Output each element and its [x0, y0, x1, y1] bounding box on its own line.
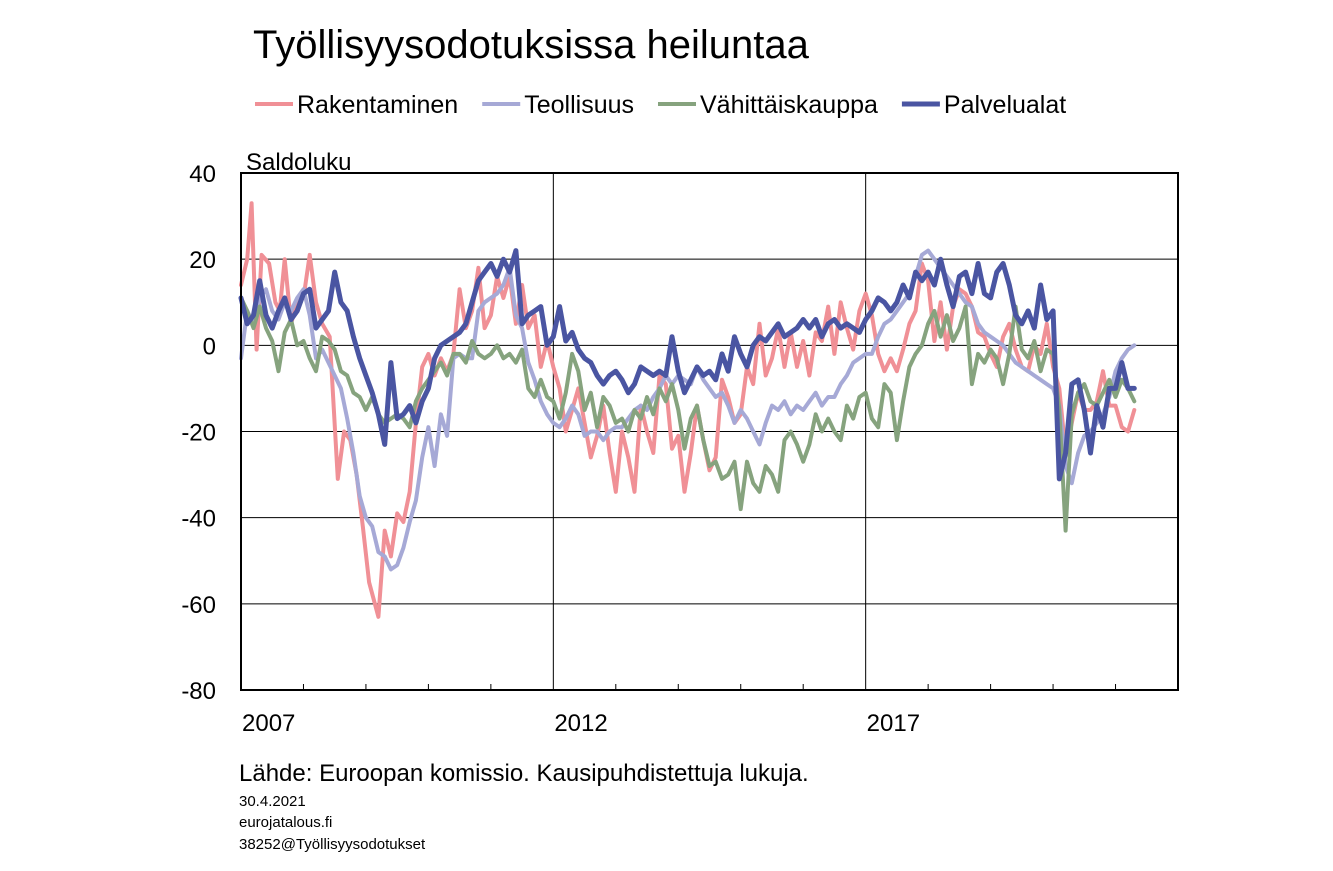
- y-tick-label: -80: [181, 678, 216, 705]
- y-tick-label: -40: [181, 506, 216, 533]
- y-tick-label: 40: [189, 161, 216, 188]
- x-axis-tick-labels: 2007 2012 2017: [242, 710, 920, 737]
- chart-id: 38252@Työllisyysodotukset: [239, 836, 426, 853]
- publish-date: 30.4.2021: [239, 793, 306, 810]
- legend-item: Palvelualat: [901, 91, 1066, 119]
- x-tick-label: 2007: [242, 710, 295, 737]
- series-line-palvelualat: [238, 248, 1137, 482]
- series-line-vähittäiskauppa: [239, 295, 1137, 533]
- chart-title: Työllisyysodotuksissa heiluntaa: [253, 23, 810, 67]
- series-line-rakentaminen: [239, 201, 1137, 619]
- y-tick-label: -60: [181, 592, 216, 619]
- x-tick-label: 2012: [554, 710, 607, 737]
- series-layer: [238, 201, 1137, 619]
- y-axis-tick-labels: 40 20 0 -20 -40 -60 -80: [181, 161, 216, 705]
- y-tick-label: 20: [189, 247, 216, 274]
- y-tick-label: -20: [181, 420, 216, 447]
- legend-item: Vähittäiskauppa: [658, 91, 878, 119]
- legend-label: Rakentaminen: [297, 91, 458, 119]
- plot-area-frame: [240, 172, 1179, 691]
- legend-item: Teollisuus: [482, 91, 634, 119]
- y-tick-label: 0: [203, 333, 216, 360]
- y-axis-label: Saldoluku: [246, 149, 351, 176]
- site-name: eurojatalous.fi: [239, 814, 332, 831]
- legend-item: Rakentaminen: [255, 91, 458, 119]
- legend-label: Vähittäiskauppa: [700, 91, 878, 119]
- x-axis-minor-ticks: [302, 684, 1117, 690]
- source-note: Lähde: Euroopan komissio. Kausipuhdistet…: [239, 760, 809, 787]
- legend-label: Palvelualat: [944, 91, 1066, 119]
- x-tick-label: 2017: [867, 710, 920, 737]
- legend: Rakentaminen Teollisuus Vähittäiskauppa Pal…: [255, 91, 1066, 119]
- gridlines: [241, 173, 1178, 690]
- legend-label: Teollisuus: [524, 91, 634, 119]
